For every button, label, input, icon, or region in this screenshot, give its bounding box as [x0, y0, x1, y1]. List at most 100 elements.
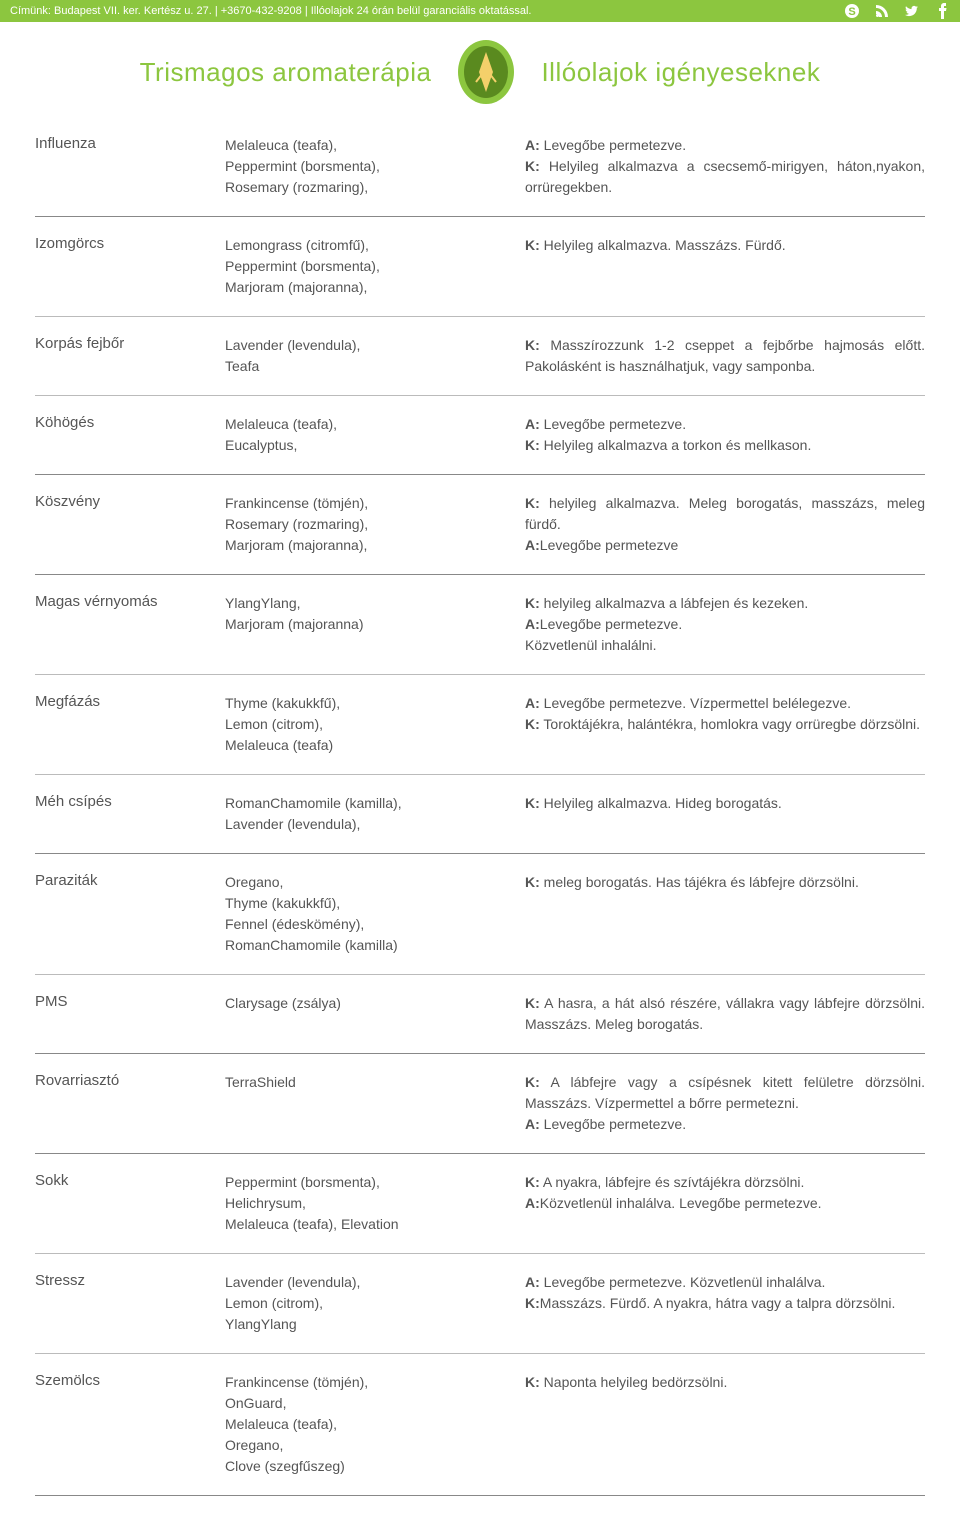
- condition-name: Stressz: [35, 1272, 205, 1289]
- condition-cell: Sokk: [35, 1154, 215, 1207]
- usage-text: K: meleg borogatás. Has tájékra és lábfe…: [525, 872, 925, 893]
- table-row: Szemölcs Frankincense (tömjén),OnGuard,Me…: [35, 1353, 925, 1495]
- table-row: Korpás fejbőrLavender (levendula),Teafa K…: [35, 316, 925, 395]
- oils-list: Clarysage (zsálya): [225, 993, 505, 1014]
- usage-text: K: Helyileg alkalmazva. Masszázs. Fürdő.: [525, 235, 925, 256]
- condition-name: Rovarriasztó: [35, 1072, 205, 1089]
- oils-cell: Melaleuca (teafa),Eucalyptus,: [215, 395, 515, 474]
- condition-cell: Méh csípés: [35, 774, 215, 828]
- oils-list: Lemongrass (citromfű),Peppermint (borsme…: [225, 235, 505, 298]
- usage-cell: K: Helyileg alkalmazva. Masszázs. Fürdő.: [515, 217, 925, 274]
- oils-cell: Clarysage (zsálya): [215, 974, 515, 1032]
- condition-group: Izomgörcs Lemongrass (citromfű),Peppermin…: [35, 217, 925, 475]
- oils-cell: YlangYlang,Marjoram (majoranna): [215, 575, 515, 653]
- usage-text: K: A nyakra, lábfejre és szívtájékra dör…: [525, 1172, 925, 1214]
- condition-name: PMS: [35, 993, 205, 1010]
- twitter-icon[interactable]: [904, 3, 920, 19]
- top-bar: Címünk: Budapest VII. ker. Kertész u. 27…: [0, 0, 960, 22]
- usage-cell: K: helyileg alkalmazva a lábfejen és kez…: [515, 575, 925, 674]
- condition-cell: Influenza: [35, 117, 215, 170]
- usage-cell: K: Naponta helyileg bedörzsölni.: [515, 1353, 925, 1411]
- oils-list: TerraShield: [225, 1072, 505, 1093]
- logo-icon: [451, 37, 521, 107]
- condition-name: Sokk: [35, 1172, 205, 1189]
- facebook-icon[interactable]: [934, 3, 950, 19]
- oils-cell: Lavender (levendula),Teafa: [215, 316, 515, 395]
- oils-cell: Thyme (kakukkfű),Lemon (citrom),Melaleuc…: [215, 674, 515, 774]
- table-row: Rovarriasztó TerraShield K: A lábfejre vag…: [35, 1054, 925, 1153]
- table-row: Megfázás Thyme (kakukkfű),Lemon (citrom),…: [35, 674, 925, 774]
- oils-cell: Lemongrass (citromfű),Peppermint (borsme…: [215, 217, 515, 316]
- condition-cell: Izomgörcs: [35, 217, 215, 270]
- condition-group: Rovarriasztó TerraShield K: A lábfejre vag…: [35, 1054, 925, 1154]
- condition-name: Szemölcs: [35, 1372, 205, 1389]
- oils-list: RomanChamomile (kamilla),Lavender (leven…: [225, 793, 505, 835]
- usage-text: K: helyileg alkalmazva. Meleg borogatás,…: [525, 493, 925, 556]
- usage-text: K: Masszírozzunk 1-2 cseppet a fejbőrbe …: [525, 335, 925, 377]
- usage-text: K: helyileg alkalmazva a lábfejen és kez…: [525, 593, 925, 656]
- table-row: Magas vérnyomás YlangYlang,Marjoram (majo…: [35, 575, 925, 674]
- condition-cell: Megfázás: [35, 674, 215, 728]
- usage-cell: K: A lábfejre vagy a csípésnek kitett fe…: [515, 1054, 925, 1153]
- table-row: Influenza Melaleuca (teafa),Peppermint (b…: [35, 117, 925, 216]
- usage-text: K: Helyileg alkalmazva. Hideg borogatás.: [525, 793, 925, 814]
- condition-cell: Magas vérnyomás: [35, 575, 215, 628]
- usage-cell: K: meleg borogatás. Has tájékra és lábfe…: [515, 854, 925, 911]
- oils-cell: Oregano,Thyme (kakukkfű),Fennel (édesköm…: [215, 854, 515, 974]
- oils-cell: Peppermint (borsmenta),Helichrysum,Melal…: [215, 1154, 515, 1253]
- skype-icon[interactable]: S: [844, 3, 860, 19]
- usage-text: A: Levegőbe permetezve.K: Helyileg alkal…: [525, 414, 925, 456]
- usage-cell: A: Levegőbe permetezve.K: Helyileg alkal…: [515, 395, 925, 474]
- usage-text: K: A lábfejre vagy a csípésnek kitett fe…: [525, 1072, 925, 1135]
- usage-text: A: Levegőbe permetezve. Vízpermettel bel…: [525, 693, 925, 735]
- social-icons: S: [844, 3, 950, 19]
- svg-text:S: S: [848, 6, 855, 18]
- condition-cell: Stressz: [35, 1253, 215, 1307]
- usage-cell: K: helyileg alkalmazva. Meleg borogatás,…: [515, 475, 925, 574]
- table-row: Izomgörcs Lemongrass (citromfű),Peppermin…: [35, 217, 925, 316]
- condition-cell: Korpás fejbőr: [35, 316, 215, 370]
- oils-list: Lavender (levendula),Lemon (citrom),Ylan…: [225, 1272, 505, 1335]
- table-row: Méh csípésRomanChamomile (kamilla),Laven…: [35, 774, 925, 853]
- header-title-left: Trismagos aromaterápia: [140, 57, 432, 88]
- condition-name: Köhögés: [35, 414, 205, 431]
- usage-cell: K: A nyakra, lábfejre és szívtájékra dör…: [515, 1154, 925, 1232]
- table-row: Köhögés Melaleuca (teafa),Eucalyptus, A: L…: [35, 395, 925, 474]
- usage-text: K: Naponta helyileg bedörzsölni.: [525, 1372, 925, 1393]
- condition-name: Izomgörcs: [35, 235, 205, 252]
- usage-cell: A: Levegőbe permetezve. Közvetlenül inha…: [515, 1253, 925, 1332]
- page-header: Trismagos aromaterápia Illóolajok igénye…: [0, 22, 960, 117]
- oils-list: Frankincense (tömjén),Rosemary (rozmarin…: [225, 493, 505, 556]
- oils-list: Melaleuca (teafa),Peppermint (borsmenta)…: [225, 135, 505, 198]
- oils-cell: Melaleuca (teafa),Peppermint (borsmenta)…: [215, 117, 515, 216]
- header-title-right: Illóolajok igényeseknek: [541, 57, 820, 88]
- table-row: KöszvényFrankincense (tömjén),Rosemary (…: [35, 475, 925, 574]
- condition-group: Magas vérnyomás YlangYlang,Marjoram (majo…: [35, 575, 925, 854]
- oils-cell: TerraShield: [215, 1054, 515, 1111]
- condition-cell: Rovarriasztó: [35, 1054, 215, 1107]
- condition-name: Influenza: [35, 135, 205, 152]
- oils-list: Thyme (kakukkfű),Lemon (citrom),Melaleuc…: [225, 693, 505, 756]
- oils-list: Melaleuca (teafa),Eucalyptus,: [225, 414, 505, 456]
- usage-cell: A: Levegőbe permetezve. Vízpermettel bel…: [515, 674, 925, 753]
- oils-list: YlangYlang,Marjoram (majoranna): [225, 593, 505, 635]
- usage-text: K: A hasra, a hát alsó részére, vállakra…: [525, 993, 925, 1035]
- condition-cell: Köszvény: [35, 475, 215, 528]
- content-table: Influenza Melaleuca (teafa),Peppermint (b…: [0, 117, 960, 1516]
- condition-name: Paraziták: [35, 872, 205, 889]
- rss-icon[interactable]: [874, 3, 890, 19]
- usage-cell: K: Helyileg alkalmazva. Hideg borogatás.: [515, 774, 925, 832]
- oils-list: Lavender (levendula),Teafa: [225, 335, 505, 377]
- condition-name: Magas vérnyomás: [35, 593, 205, 610]
- condition-cell: Köhögés: [35, 395, 215, 449]
- oils-list: Frankincense (tömjén),OnGuard,Melaleuca …: [225, 1372, 505, 1477]
- usage-text: A: Levegőbe permetezve.K: Helyileg alkal…: [525, 135, 925, 198]
- oils-cell: RomanChamomile (kamilla),Lavender (leven…: [215, 774, 515, 853]
- table-row: PMS Clarysage (zsálya) K: A hasra, a hát a…: [35, 974, 925, 1053]
- usage-cell: K: Masszírozzunk 1-2 cseppet a fejbőrbe …: [515, 316, 925, 395]
- condition-cell: Szemölcs: [35, 1353, 215, 1407]
- condition-name: Megfázás: [35, 693, 205, 710]
- condition-group: KöszvényFrankincense (tömjén),Rosemary (…: [35, 475, 925, 575]
- condition-group: Paraziták Oregano,Thyme (kakukkfű),Fennel…: [35, 854, 925, 1054]
- usage-cell: K: A hasra, a hát alsó részére, vállakra…: [515, 974, 925, 1053]
